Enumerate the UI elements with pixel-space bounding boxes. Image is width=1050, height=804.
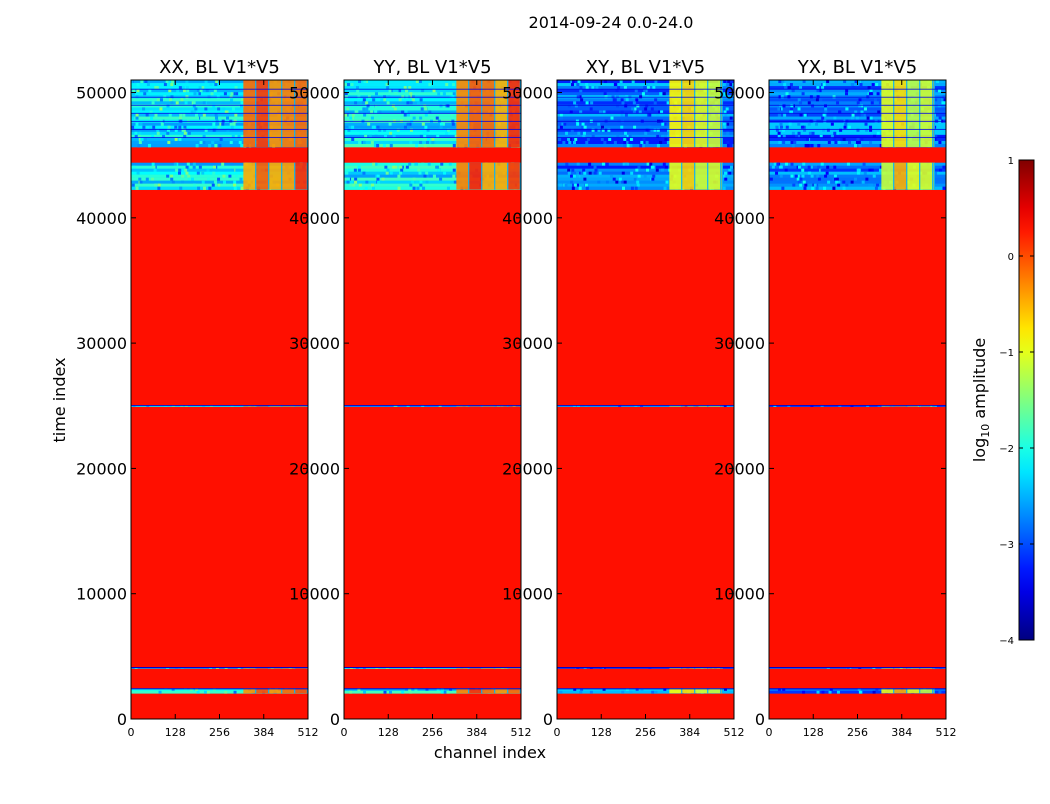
x-tick-label: 0 — [554, 726, 561, 739]
y-tick-label: 50000 — [76, 84, 127, 103]
y-tick-label: 20000 — [76, 459, 127, 478]
y-tick-label: 30000 — [76, 334, 127, 353]
y-tick-label: 0 — [543, 710, 553, 729]
data-band — [344, 162, 521, 190]
data-band — [344, 667, 521, 669]
x-tick-label: 384 — [253, 726, 274, 739]
panel-title: YX, BL V1*V5 — [797, 57, 917, 78]
data-band — [557, 688, 734, 694]
x-tick-label: 384 — [466, 726, 487, 739]
panel-title: XY, BL V1*V5 — [586, 57, 705, 78]
figure-suptitle: 2014-09-24 0.0-24.0 — [529, 13, 694, 32]
x-tick-label: 0 — [128, 726, 135, 739]
y-tick-label: 30000 — [714, 334, 765, 353]
y-tick-label: 40000 — [714, 209, 765, 228]
x-tick-label: 512 — [936, 726, 957, 739]
data-band — [557, 162, 734, 190]
panel-title: XX, BL V1*V5 — [159, 57, 280, 78]
panels-group: XX, BL V1*V5 0 128 256 384 512 0 10000 20000 3000… — [76, 57, 956, 739]
colorbar-tick-label: −2 — [999, 444, 1014, 455]
y-tick-label: 10000 — [714, 585, 765, 604]
x-tick-label: 128 — [165, 726, 186, 739]
colorbar: 1 0 −1 −2 −3 −4 log10 amplitude — [970, 156, 1035, 647]
colorbar-label: log10 amplitude — [970, 338, 992, 462]
y-tick-label: 50000 — [502, 84, 553, 103]
x-tick-label: 512 — [511, 726, 532, 739]
x-tick-label: 256 — [209, 726, 230, 739]
x-tick-label: 256 — [635, 726, 656, 739]
x-tick-label: 512 — [298, 726, 319, 739]
y-tick-label: 0 — [755, 710, 765, 729]
y-tick-label: 40000 — [289, 209, 340, 228]
data-band — [344, 688, 521, 694]
data-band — [557, 667, 734, 669]
y-axis-label: time index — [50, 357, 69, 442]
data-band — [769, 162, 946, 190]
y-tick-label: 40000 — [76, 209, 127, 228]
panel-3: XY, BL V1*V5 0 128 256 384 512 0 10000 20000 3000… — [502, 57, 744, 739]
panel-1: XX, BL V1*V5 0 128 256 384 512 0 10000 20000 3000… — [76, 57, 318, 739]
y-tick-label: 30000 — [289, 334, 340, 353]
y-tick-label: 0 — [117, 710, 127, 729]
data-band — [769, 667, 946, 669]
data-band — [131, 667, 308, 669]
y-tick-label: 20000 — [502, 459, 553, 478]
y-tick-label: 30000 — [502, 334, 553, 353]
data-band — [344, 405, 521, 407]
y-tick-label: 50000 — [714, 84, 765, 103]
data-band — [769, 688, 946, 694]
data-band — [131, 162, 308, 190]
x-tick-label: 256 — [422, 726, 443, 739]
x-tick-label: 256 — [847, 726, 868, 739]
data-band — [769, 405, 946, 407]
y-tick-label: 10000 — [502, 585, 553, 604]
y-tick-label: 10000 — [289, 585, 340, 604]
x-tick-label: 128 — [378, 726, 399, 739]
data-band — [557, 405, 734, 407]
colorbar-tick-label: −3 — [999, 540, 1014, 551]
data-band — [131, 688, 308, 694]
y-tick-label: 20000 — [289, 459, 340, 478]
panel-title: YY, BL V1*V5 — [372, 57, 491, 78]
colorbar-tick-label: 1 — [1008, 156, 1014, 167]
x-tick-label: 128 — [803, 726, 824, 739]
x-tick-label: 512 — [724, 726, 745, 739]
colorbar-gradient — [1018, 159, 1035, 641]
colorbar-tick-label: 0 — [1008, 252, 1014, 263]
y-tick-label: 40000 — [502, 209, 553, 228]
y-tick-label: 20000 — [714, 459, 765, 478]
y-tick-label: 10000 — [76, 585, 127, 604]
x-tick-label: 0 — [766, 726, 773, 739]
x-tick-label: 0 — [341, 726, 348, 739]
panel-4: YX, BL V1*V5 0 128 256 384 512 0 10000 20000 3000… — [714, 57, 956, 739]
x-tick-label: 384 — [679, 726, 700, 739]
x-tick-label: 384 — [891, 726, 912, 739]
x-tick-label: 128 — [591, 726, 612, 739]
x-axis-label: channel index — [434, 743, 546, 762]
data-band — [131, 405, 308, 407]
y-tick-label: 50000 — [289, 84, 340, 103]
colorbar-tick-label: −1 — [999, 348, 1014, 359]
colorbar-tick-label: −4 — [999, 636, 1014, 647]
y-tick-label: 0 — [330, 710, 340, 729]
panel-2: YY, BL V1*V5 0 128 256 384 512 0 10000 20000 3000… — [289, 57, 531, 739]
